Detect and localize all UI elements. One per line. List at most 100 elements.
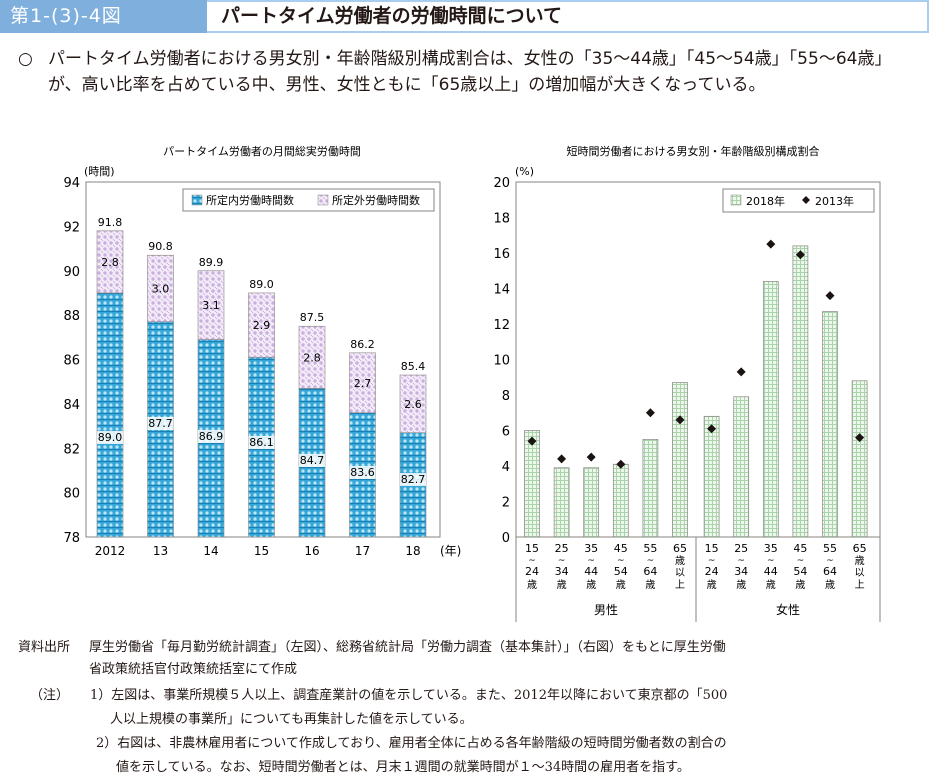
age-to-label: 64 xyxy=(643,565,657,578)
age-range-tilde: ~ xyxy=(617,556,625,566)
right-y-tick-label: 2 xyxy=(502,496,510,511)
figure-title: パートタイム労働者の労働時間について xyxy=(207,0,929,33)
age-range-tilde: ~ xyxy=(528,556,536,566)
left-x-tick-label: 14 xyxy=(203,544,218,558)
marker-2013 xyxy=(586,452,596,462)
age-from-label: 55 xyxy=(643,542,657,555)
bar-overtime-hours xyxy=(147,254,174,323)
bar-2018 xyxy=(851,380,868,538)
source-line-2: 省政策統括官付政策統括室にて作成 xyxy=(89,662,298,677)
figure-number: 第1-(3)-4図 xyxy=(0,0,207,33)
age-unit-label: 歳 xyxy=(766,579,776,591)
right-legend: 2018年 2013年 xyxy=(722,188,875,213)
age-unit-label: 歳 xyxy=(616,579,626,591)
age-to-label: 44 xyxy=(584,565,598,578)
age-range-tilde: ~ xyxy=(587,556,595,566)
marker-2013 xyxy=(557,454,567,464)
age-unit-label: 歳 xyxy=(855,555,865,567)
bar-overtime-hours xyxy=(197,270,225,340)
total-label: 89.9 xyxy=(199,256,224,269)
label-backdrop xyxy=(198,430,224,443)
marker-2013 xyxy=(527,436,537,446)
right-y-tick-label: 16 xyxy=(493,247,510,262)
age-from-label: 45 xyxy=(614,542,628,555)
left-y-tick-label: 82 xyxy=(63,442,80,457)
legend-swatch-2018 xyxy=(730,194,742,206)
regular-value-label: 84.7 xyxy=(300,454,325,467)
label-backdrop xyxy=(400,473,426,486)
age-from-label: 35 xyxy=(764,542,778,555)
age-range-tilde: ~ xyxy=(797,556,805,566)
age-to-label: 34 xyxy=(555,565,569,578)
right-y-tick-label: 14 xyxy=(493,283,510,298)
legend-label-2013: 2013年 xyxy=(815,194,854,208)
legend-swatch-overtime xyxy=(317,194,329,206)
age-over-label: 以 xyxy=(855,568,865,579)
bar-2018 xyxy=(672,382,688,538)
bar-2018 xyxy=(703,415,720,538)
overtime-value-label: 2.8 xyxy=(303,351,321,364)
age-range-tilde: ~ xyxy=(647,556,655,566)
age-range-tilde: ~ xyxy=(708,556,716,566)
legend-swatch-regular xyxy=(191,194,203,206)
age-unit-label: 歳 xyxy=(707,579,717,591)
left-x-tick-label: 17 xyxy=(355,544,370,558)
note-2-line-1: 2）右図は、非農林雇用者について作成しており、雇用者全体に占める各年齢階級の短時… xyxy=(96,736,727,751)
age-unit-label: 歳 xyxy=(586,579,596,591)
total-label: 85.4 xyxy=(401,360,426,373)
right-plot-frame xyxy=(515,181,881,538)
age-unit-label: 歳 xyxy=(557,579,567,591)
left-y-tick-label: 92 xyxy=(63,220,80,235)
source-label: 資料出所 xyxy=(18,640,71,655)
left-x-tick-label: 13 xyxy=(153,544,168,558)
right-y-tick-label: 0 xyxy=(502,531,510,546)
age-unit-label: 歳 xyxy=(736,579,746,591)
total-label: 89.0 xyxy=(249,278,274,291)
bar-2018 xyxy=(524,430,540,538)
age-from-label: 25 xyxy=(734,542,748,555)
left-legend: 所定内労働時間数 所定外労働時間数 xyxy=(182,188,435,212)
legend-marker-2013-icon xyxy=(802,196,810,204)
bar-2018 xyxy=(762,281,779,538)
bar-overtime-hours xyxy=(298,325,326,389)
age-range-tilde: ~ xyxy=(826,556,834,566)
left-y-unit: (時間) xyxy=(84,165,115,178)
age-over-label: 上 xyxy=(675,579,685,591)
bar-2018 xyxy=(583,467,600,538)
right-chart-title: 短時間労働者における男女別・年齢階級別構成割合 xyxy=(567,144,820,158)
group-label-male: 男性 xyxy=(594,603,618,617)
bar-2018 xyxy=(612,463,629,538)
marker-2013 xyxy=(855,433,865,443)
regular-value-label: 86.9 xyxy=(199,430,224,443)
label-backdrop xyxy=(349,466,376,479)
left-y-tick-label: 90 xyxy=(63,265,80,280)
left-y-tick-label: 94 xyxy=(63,176,80,191)
group-label-female: 女性 xyxy=(776,602,800,617)
regular-value-label: 87.7 xyxy=(148,417,173,430)
marker-2013 xyxy=(707,424,717,434)
right-y-tick-label: 20 xyxy=(493,176,510,191)
age-from-label: 65 xyxy=(853,542,867,555)
marker-2013 xyxy=(616,459,626,469)
age-over-label: 以 xyxy=(675,568,685,579)
bar-2018 xyxy=(553,467,570,538)
total-label: 91.8 xyxy=(98,216,123,229)
overtime-value-label: 2.8 xyxy=(101,256,119,269)
age-unit-label: 歳 xyxy=(645,579,655,591)
regular-value-label: 83.6 xyxy=(350,466,375,479)
label-backdrop xyxy=(248,436,275,449)
right-chart: 短時間労働者における男女別・年齢階級別構成割合 (%) 024681012141… xyxy=(493,144,881,622)
left-x-tick-label: 15 xyxy=(254,544,269,558)
overtime-value-label: 2.6 xyxy=(404,398,422,411)
age-range-tilde: ~ xyxy=(767,556,775,566)
age-to-label: 34 xyxy=(734,565,748,578)
legend-label-2018: 2018年 xyxy=(746,194,785,208)
total-label: 87.5 xyxy=(300,311,325,324)
age-from-label: 25 xyxy=(555,542,569,555)
left-y-tick-label: 84 xyxy=(63,398,80,413)
age-from-label: 65 xyxy=(673,542,687,555)
bar-2018 xyxy=(822,311,838,538)
legend-label-overtime: 所定外労働時間数 xyxy=(332,193,420,207)
bar-2018 xyxy=(642,439,659,538)
age-unit-label: 歳 xyxy=(795,579,805,591)
